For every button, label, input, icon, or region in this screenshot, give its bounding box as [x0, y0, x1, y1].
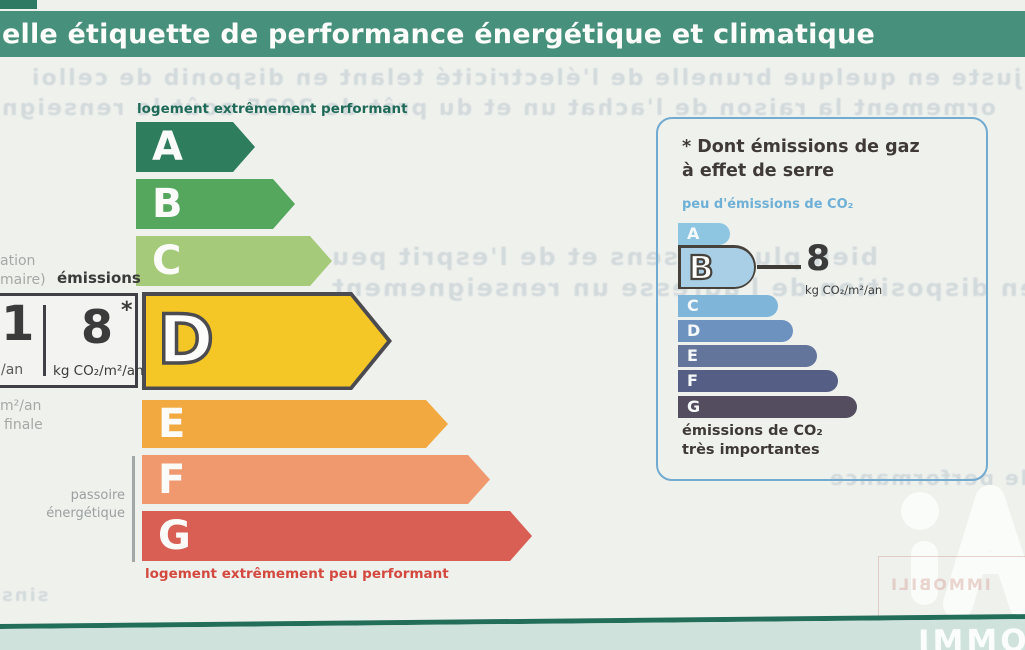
energy-class-arrow-d-fill: D: [146, 296, 388, 387]
energy-value-truncated: 1: [1, 296, 35, 352]
energy-class-letter-a: A: [152, 124, 183, 170]
co2-value: 8: [81, 300, 114, 354]
ges-emissions-box: * Dont émissions de gaz à effet de serre…: [656, 117, 988, 481]
ia-logo-stem: [911, 541, 938, 605]
ges-class-letter-f: F: [687, 371, 698, 390]
ges-high-label: émissions de CO₂ très importantes: [682, 422, 823, 460]
ges-pointer-dash: [757, 265, 801, 269]
truncated-label-primaire: maire): [0, 272, 46, 288]
ghost-stamp-box: IMMOBILI: [878, 556, 1025, 622]
values-box: 1 /an 8 * kg CO₂/m²/an: [0, 293, 144, 388]
energy-class-arrow-d-current: D: [142, 292, 392, 390]
ges-class-arrow-b-current: B: [678, 245, 756, 289]
ghost-stamp-text: IMMOBILI: [889, 575, 991, 594]
ges-class-arrow-b-fill: B: [680, 247, 754, 287]
title-bar: elle étiquette de performance énergétiqu…: [0, 11, 1025, 57]
energy-class-arrow-e: E: [142, 400, 448, 448]
truncated-label-consommation: ation: [0, 253, 36, 269]
energy-class-arrow-a: A: [136, 122, 255, 172]
ges-title-line2: à effet de serre: [682, 161, 835, 181]
footer-strip: IMMO: [0, 613, 1025, 650]
energy-class-letter-g: G: [158, 513, 191, 559]
energy-class-letter-d: D: [157, 301, 214, 380]
asterisk: *: [121, 298, 133, 323]
truncated-label-finale: finale: [4, 417, 43, 433]
values-divider: [43, 305, 46, 376]
passoire-energetique-label: passoire énergétique: [28, 487, 125, 523]
ia-logo-dot: [901, 492, 939, 530]
corner-green-mark: [0, 0, 37, 9]
ges-class-arrow-a: A: [678, 223, 730, 245]
ges-class-letter-g: G: [687, 397, 701, 416]
ges-class-letter-c: C: [687, 296, 699, 315]
ghost-text-line-0: elle juste en quelque brunelle de l'élec…: [30, 66, 1025, 91]
passoire-line2: énergétique: [46, 506, 125, 521]
energy-class-arrow-c: C: [136, 236, 332, 286]
ges-class-letter-d: D: [687, 321, 701, 340]
ges-high-line2: très importantes: [682, 442, 820, 458]
energy-class-arrow-b: B: [136, 179, 295, 229]
ges-class-letter-b: B: [687, 247, 714, 287]
energy-unit-truncated: /an: [1, 362, 24, 378]
energy-class-letter-b: B: [152, 181, 183, 227]
ges-class-arrow-f: F: [678, 370, 838, 392]
ges-low-label: peu d'émissions de CO₂: [682, 197, 854, 212]
energy-class-letter-e: E: [158, 401, 186, 447]
ghost-text-line-5: sins: [0, 585, 49, 606]
ges-class-letter-a: A: [687, 224, 700, 243]
emissions-header: émissions: [57, 269, 141, 287]
ges-class-letter-e: E: [687, 346, 698, 365]
co2-unit: kg CO₂/m²/an: [53, 363, 144, 379]
ges-class-arrow-g: G: [678, 396, 857, 418]
ges-high-line1: émissions de CO₂: [682, 423, 823, 439]
brand-immo: IMMO: [917, 623, 1025, 650]
energy-class-letter-c: C: [152, 238, 182, 284]
ges-class-arrow-d: D: [678, 320, 793, 342]
passoire-bracket-line: [132, 456, 135, 562]
ges-class-arrow-c: C: [678, 295, 778, 317]
page-title: elle étiquette de performance énergétiqu…: [2, 18, 876, 50]
ges-value: 8: [806, 239, 831, 279]
caption-least-performant: logement extrêmement peu performant: [145, 566, 449, 582]
ges-title-line1: * Dont émissions de gaz: [682, 137, 920, 157]
energy-class-arrow-g: G: [142, 511, 532, 561]
caption-most-performant: logement extrêmement performant: [137, 101, 408, 117]
energy-class-arrow-f: F: [142, 455, 490, 504]
truncated-label-m2an: m²/an: [0, 398, 42, 414]
ges-unit: kg CO₂/m²/an: [805, 283, 883, 297]
energy-class-letter-f: F: [158, 456, 186, 503]
ges-title: * Dont émissions de gaz à effet de serre: [682, 135, 920, 183]
passoire-line1: passoire: [70, 488, 125, 503]
ges-class-arrow-e: E: [678, 345, 817, 367]
